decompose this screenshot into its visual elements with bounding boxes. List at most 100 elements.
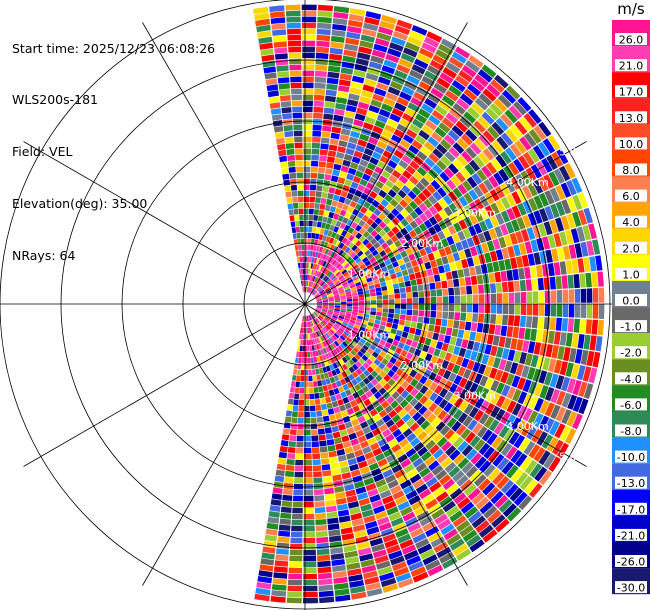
- sweep-cell: [501, 397, 512, 411]
- sweep-cell: [508, 304, 515, 315]
- sweep-cell: [490, 380, 500, 392]
- sweep-cell: [360, 559, 375, 568]
- sweep-cell: [472, 255, 480, 266]
- sweep-cell: [509, 362, 519, 375]
- sweep-cell: [359, 178, 368, 187]
- sweep-cell: [390, 36, 406, 47]
- colorbar-tick-bg: [615, 581, 647, 594]
- sweep-cell: [310, 314, 313, 320]
- sweep-cell: [390, 485, 402, 495]
- sweep-cell: [381, 266, 388, 273]
- sweep-cell: [374, 319, 381, 325]
- sweep-cell: [366, 588, 383, 597]
- sweep-cell: [376, 304, 383, 308]
- sweep-cell: [370, 304, 377, 308]
- sweep-cell: [555, 185, 566, 201]
- sweep-cell: [488, 228, 498, 240]
- sweep-cell: [411, 25, 428, 36]
- sweep-cell: [529, 463, 543, 478]
- sweep-cell: [315, 318, 319, 324]
- sweep-cell: [551, 439, 564, 456]
- sweep-cell: [407, 36, 423, 47]
- sweep-cell: [518, 327, 526, 340]
- sweep-cell: [438, 209, 448, 220]
- sweep-cell: [563, 347, 571, 362]
- colorbar-tick-bg: [615, 398, 647, 411]
- sweep-cell: [528, 197, 538, 212]
- sweep-cell: [342, 396, 350, 404]
- colorbar-tick-label: 21.0: [619, 60, 644, 73]
- sweep-cell: [368, 318, 375, 323]
- sweep-cell: [337, 286, 344, 291]
- sweep-cell: [292, 495, 303, 502]
- sweep-cell: [296, 351, 300, 357]
- sweep-cell: [565, 332, 573, 347]
- sweep-cell: [481, 429, 493, 442]
- sweep-cell: [556, 290, 563, 303]
- sweep-cell: [329, 319, 336, 324]
- sweep-cell: [365, 209, 373, 218]
- sweep-cell: [490, 392, 501, 405]
- sweep-cell: [311, 282, 315, 288]
- sweep-cell: [273, 41, 287, 48]
- sweep-cell: [317, 215, 323, 222]
- sweep-cell: [331, 400, 339, 408]
- sweep-cell: [529, 483, 543, 498]
- sweep-cell: [474, 439, 486, 452]
- sweep-cell: [303, 142, 312, 149]
- sweep-cell: [430, 87, 444, 99]
- sweep-cell: [504, 258, 512, 270]
- sweep-cell: [438, 220, 447, 230]
- sweep-cell: [316, 221, 322, 228]
- sweep-cell: [362, 173, 371, 182]
- sweep-cell: [341, 435, 350, 443]
- sweep-cell: [285, 464, 295, 471]
- sweep-cell: [323, 275, 328, 281]
- sweep-cell: [357, 273, 365, 279]
- sweep-cell: [322, 306, 329, 309]
- sweep-cell: [430, 289, 437, 297]
- sweep-cell: [398, 174, 409, 185]
- sweep-cell: [321, 309, 328, 313]
- sweep-cell: [556, 148, 569, 165]
- sweep-cell: [321, 379, 327, 386]
- sweep-cell: [489, 215, 499, 228]
- sweep-cell: [328, 264, 334, 271]
- sweep-cell: [293, 130, 303, 137]
- sweep-cell: [320, 137, 330, 144]
- sweep-cell: [298, 208, 304, 215]
- sweep-cell: [461, 258, 469, 269]
- sweep-cell: [519, 456, 533, 471]
- sweep-cell: [415, 483, 428, 494]
- sweep-cell: [332, 252, 338, 259]
- sweep-cell: [353, 278, 360, 284]
- sweep-cell: [479, 220, 488, 232]
- sweep-cell: [449, 487, 463, 500]
- sweep-cell: [389, 243, 397, 251]
- sweep-cell: [585, 319, 592, 334]
- sweep-cell: [408, 123, 421, 134]
- sweep-cell: [277, 536, 290, 543]
- sweep-cell: [533, 252, 541, 265]
- sweep-cell: [478, 93, 493, 107]
- sweep-cell: [354, 267, 361, 273]
- sweep-cell: [331, 200, 338, 207]
- sweep-cell: [507, 349, 516, 362]
- sweep-cell: [324, 174, 332, 181]
- sweep-cell: [365, 431, 374, 440]
- sweep-cell: [406, 292, 413, 298]
- sweep-cell: [337, 228, 344, 235]
- sweep-cell: [334, 340, 340, 347]
- sweep-cell: [304, 387, 309, 394]
- sweep-cell: [533, 342, 542, 355]
- sweep-cell: [479, 501, 494, 515]
- sweep-cell: [335, 151, 345, 159]
- sweep-cell: [358, 243, 365, 250]
- sweep-cell: [438, 333, 445, 342]
- sweep-cell: [516, 188, 527, 202]
- sweep-cell: [465, 465, 478, 478]
- sweep-cell: [281, 500, 293, 507]
- sweep-cell: [375, 194, 384, 203]
- sweep-cell: [415, 181, 426, 192]
- sweep-cell: [319, 355, 324, 362]
